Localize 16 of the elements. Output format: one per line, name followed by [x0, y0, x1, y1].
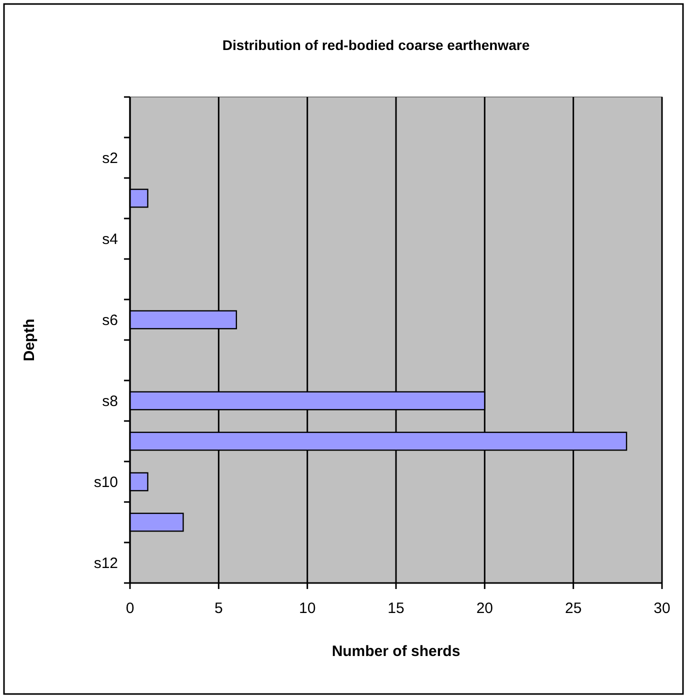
- x-tick-label: 30: [654, 600, 670, 617]
- x-tick-label: 5: [214, 600, 223, 617]
- y-tick-label: s8: [102, 393, 118, 410]
- y-tick-label: s4: [102, 231, 118, 248]
- x-tick-label: 0: [126, 600, 134, 617]
- y-axis-title: Depth: [21, 318, 38, 362]
- x-tick-label: 10: [298, 600, 316, 617]
- y-tick-label: s6: [102, 312, 118, 329]
- y-tick-label: s10: [94, 474, 118, 491]
- x-tick-label: 25: [564, 600, 582, 617]
- x-tick-label: 20: [476, 600, 494, 617]
- x-tick-label: 15: [388, 600, 404, 617]
- y-tick-label: s12: [94, 555, 118, 572]
- x-axis-title: Number of sherds: [332, 643, 460, 660]
- chart-title: Distribution of red-bodied coarse earthenware: [222, 37, 530, 53]
- y-tick-label: s2: [102, 150, 118, 167]
